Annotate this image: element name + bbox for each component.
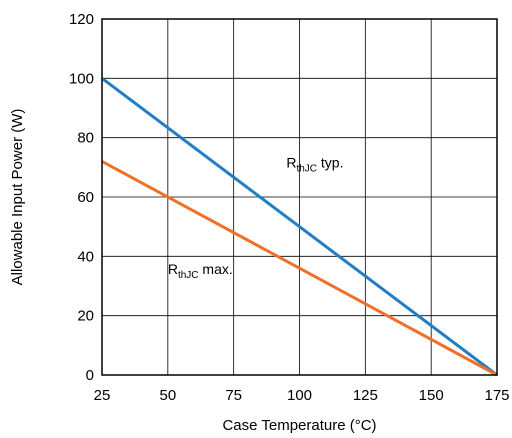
x-axis-title: Case Temperature (°C): [222, 417, 376, 434]
series-line-1: [101, 77, 498, 377]
y-tick-label: 40: [77, 248, 94, 265]
y-tick-label: 20: [77, 308, 94, 325]
y-tick-label: 80: [77, 130, 94, 147]
series-lines: [101, 77, 498, 377]
y-axis-title: Allowable Input Power (W): [9, 109, 26, 286]
x-tick-labels: 25 50 75 100 125 150 175: [94, 387, 510, 404]
series-label-1: RthJC typ.: [286, 154, 343, 174]
x-tick-label: 150: [419, 387, 444, 404]
y-tick-labels: 0 20 40 60 80 100 120: [69, 11, 94, 384]
y-tick-label: 0: [86, 367, 94, 384]
series-label-2: RthJC max.: [168, 261, 233, 281]
x-tick-label: 175: [484, 387, 509, 404]
series-line-2: [101, 160, 498, 377]
y-tick-label: 100: [69, 70, 94, 87]
series-labels: RthJC typ. RthJC max.: [168, 154, 344, 281]
x-tick-label: 100: [287, 387, 312, 404]
x-tick-label: 50: [159, 387, 176, 404]
y-tick-label: 120: [69, 11, 94, 28]
grid: [101, 18, 498, 376]
x-tick-label: 75: [225, 387, 242, 404]
plot-frame: [101, 18, 498, 376]
x-tick-label: 25: [94, 387, 111, 404]
x-tick-label: 125: [353, 387, 378, 404]
y-tick-label: 60: [77, 189, 94, 206]
